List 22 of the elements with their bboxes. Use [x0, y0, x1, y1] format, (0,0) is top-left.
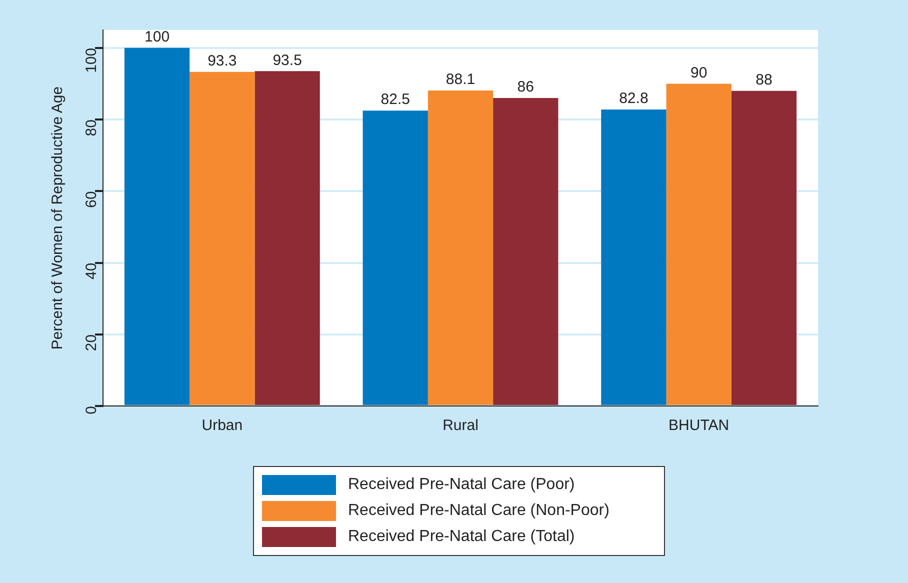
y-tick-label: 60: [83, 191, 100, 208]
data-label: 93.5: [272, 52, 302, 69]
y-tick-label: 100: [83, 48, 100, 73]
y-tick-label: 20: [83, 334, 100, 352]
data-label: 86: [517, 78, 534, 96]
legend-label: Received Pre-Natal Care (Non-Poor): [348, 502, 610, 520]
data-label: 100: [144, 28, 170, 46]
data-label: 82.5: [380, 91, 410, 108]
legend-label: Received Pre-Natal Care (Poor): [348, 476, 575, 494]
y-tick-label: 40: [83, 262, 100, 280]
x-tick-label: Urban: [202, 417, 243, 434]
legend-label: Received Pre-Natal Care (Total): [348, 528, 575, 546]
x-tick-label: Rural: [442, 417, 478, 434]
y-tick-label: 0: [83, 406, 100, 414]
data-label: 90: [690, 64, 708, 82]
data-label: 88.1: [446, 71, 476, 88]
x-tick-label: BHUTAN: [668, 417, 730, 434]
data-label: 93.3: [208, 52, 237, 70]
data-label: 88: [756, 72, 772, 89]
y-tick-label: 80: [83, 120, 100, 136]
data-label: 82.8: [619, 90, 648, 108]
y-axis-title: Percent of Women of Reproductive Age: [49, 86, 66, 350]
